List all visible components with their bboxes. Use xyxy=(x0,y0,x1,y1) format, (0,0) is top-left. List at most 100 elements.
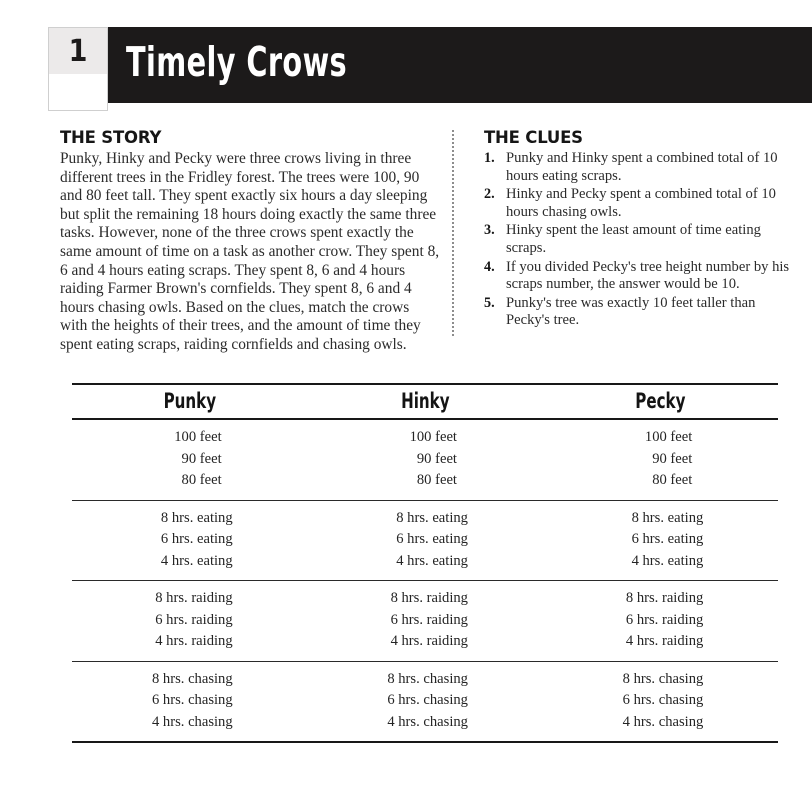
table-cell[interactable]: 8 hrs. raiding xyxy=(72,588,307,610)
table-cell-value: 6 hrs. chasing xyxy=(387,692,468,708)
table-column-header: Pecky xyxy=(543,385,778,418)
table-cell[interactable]: 6 hrs. chasing xyxy=(543,690,778,712)
table-cell[interactable]: 6 hrs. chasing xyxy=(307,690,542,712)
table-cell[interactable]: 8 hrs. raiding xyxy=(307,588,542,610)
table-rule-group-separator xyxy=(72,660,778,662)
clue-item: 1. Punky and Hinky spent a combined total… xyxy=(484,150,794,185)
clue-text: If you divided Pecky's tree height numbe… xyxy=(506,258,790,293)
clue-item: 2. Hinky and Pecky spent a combined total… xyxy=(484,186,794,221)
table-header-row: Punky Hinky Pecky xyxy=(72,385,778,418)
table-cell[interactable]: 8 hrs. chasing xyxy=(72,669,307,691)
table-cell[interactable]: 80 feet xyxy=(307,470,542,492)
table-cell[interactable]: 6 hrs. raiding xyxy=(72,610,307,632)
table-cell-value: 6 hrs. chasing xyxy=(151,692,233,708)
table-cell[interactable]: 6 hrs. raiding xyxy=(543,610,778,632)
column-header-label: Punky xyxy=(163,389,216,413)
column-divider xyxy=(452,130,454,336)
table-cell-value: 4 hrs. chasing xyxy=(151,713,233,730)
table-cell[interactable]: 90 feet xyxy=(307,449,542,471)
table-cell-value: 100 feet xyxy=(174,429,222,445)
table-cell[interactable]: 100 feet xyxy=(307,427,542,449)
table-cell[interactable]: 100 feet xyxy=(72,427,307,449)
clues-section: THE CLUES 1. Punky and Hinky spent a comb… xyxy=(484,128,794,331)
table-cell-value: 4 hrs. chasing xyxy=(622,713,704,730)
table-cell[interactable]: 6 hrs. chasing xyxy=(72,690,307,712)
table-cell-value: 90 feet xyxy=(652,450,693,467)
table-rule-top xyxy=(72,383,778,385)
table-group-eating: 8 hrs. eating 8 hrs. eating 8 hrs. eating 6… xyxy=(72,501,778,581)
table-cell[interactable]: 90 feet xyxy=(72,449,307,471)
table-cell-value: 6 hrs. eating xyxy=(396,531,468,547)
table-cell-value: 4 hrs. eating xyxy=(631,552,704,569)
table-cell[interactable]: 4 hrs. chasing xyxy=(543,712,778,734)
table-cell[interactable]: 4 hrs. eating xyxy=(72,551,307,573)
table-cell[interactable]: 8 hrs. eating xyxy=(307,508,542,530)
table-group-heights: 100 feet 100 feet 100 feet 90 feet 90 feet 90… xyxy=(72,420,778,500)
table-rule-under-header xyxy=(72,418,778,420)
table-row: 4 hrs. raiding 4 hrs. raiding 4 hrs. raidi… xyxy=(72,631,778,653)
table-cell-value: 8 hrs. chasing xyxy=(622,670,704,687)
puzzle-header-banner: Timely Crows xyxy=(108,27,812,103)
table-cell-value: 8 hrs. chasing xyxy=(387,670,468,687)
clue-item: 3. Hinky spent the least amount of time e… xyxy=(484,222,794,257)
table-cell[interactable]: 100 feet xyxy=(543,427,778,449)
answer-grid: Punky Hinky Pecky 100 feet 100 feet 100 feet… xyxy=(72,383,778,743)
table-cell-value: 6 hrs. chasing xyxy=(622,692,704,708)
table-cell-value: 6 hrs. raiding xyxy=(625,611,704,628)
table-cell[interactable]: 4 hrs. raiding xyxy=(543,631,778,653)
table-row: 90 feet 90 feet 90 feet xyxy=(72,449,778,471)
table-cell[interactable]: 6 hrs. raiding xyxy=(307,610,542,632)
table-cell[interactable]: 8 hrs. chasing xyxy=(543,669,778,691)
table-cell[interactable]: 4 hrs. eating xyxy=(307,551,542,573)
table-row: 4 hrs. chasing 4 hrs. chasing 4 hrs. chasi… xyxy=(72,712,778,734)
table-cell-value: 8 hrs. raiding xyxy=(155,590,233,606)
table-cell-value: 80 feet xyxy=(416,472,457,488)
table-cell-value: 4 hrs. raiding xyxy=(390,633,468,649)
table-body: 100 feet 100 feet 100 feet 90 feet 90 feet 90… xyxy=(72,420,778,741)
puzzle-number: 1 xyxy=(68,34,88,69)
table-cell[interactable]: 8 hrs. eating xyxy=(543,508,778,530)
table-cell[interactable]: 4 hrs. eating xyxy=(543,551,778,573)
story-text: Punky, Hinky and Pecky were three crows … xyxy=(60,150,440,353)
column-header-label: Pecky xyxy=(635,389,686,413)
clue-number: 1. xyxy=(484,150,495,166)
table-cell[interactable]: 80 feet xyxy=(543,470,778,492)
story-section: THE STORY Punky, Hinky and Pecky were th… xyxy=(60,128,440,355)
clue-item: 4. If you divided Pecky's tree height num… xyxy=(484,259,794,294)
table-cell[interactable]: 8 hrs. raiding xyxy=(543,588,778,610)
clue-number: 2. xyxy=(484,186,495,203)
table-cell-value: 8 hrs. chasing xyxy=(151,670,233,687)
page-title: Timely Crows xyxy=(126,38,409,88)
table-cell[interactable]: 6 hrs. eating xyxy=(307,529,542,551)
table-cell[interactable]: 8 hrs. chasing xyxy=(307,669,542,691)
table-cell-value: 6 hrs. raiding xyxy=(155,611,233,628)
clue-text: Punky's tree was exactly 10 feet taller … xyxy=(506,294,756,329)
table-cell[interactable]: 90 feet xyxy=(543,449,778,471)
table-cell[interactable]: 4 hrs. raiding xyxy=(72,631,307,653)
clue-text: Hinky and Pecky spent a combined total o… xyxy=(506,186,776,220)
table-cell-value: 4 hrs. raiding xyxy=(625,633,704,649)
story-heading: THE STORY xyxy=(60,128,162,147)
table-cell-value: 90 feet xyxy=(181,450,222,467)
table-cell[interactable]: 6 hrs. eating xyxy=(543,529,778,551)
table-cell[interactable]: 8 hrs. eating xyxy=(72,508,307,530)
table-cell[interactable]: 4 hrs. chasing xyxy=(307,712,542,734)
table-row: 6 hrs. raiding 6 hrs. raiding 6 hrs. raidi… xyxy=(72,610,778,632)
table-row: 4 hrs. eating 4 hrs. eating 4 hrs. eating xyxy=(72,551,778,573)
clue-item: 5. Punky's tree was exactly 10 feet talle… xyxy=(484,295,794,330)
clue-number: 5. xyxy=(484,294,495,311)
table-column-header: Hinky xyxy=(307,385,542,418)
table-cell[interactable]: 80 feet xyxy=(72,470,307,492)
table-cell-value: 4 hrs. eating xyxy=(160,552,233,569)
table-cell-value: 8 hrs. raiding xyxy=(390,590,468,606)
table-cell[interactable]: 4 hrs. chasing xyxy=(72,712,307,734)
table-row: 6 hrs. chasing 6 hrs. chasing 6 hrs. chasi… xyxy=(72,690,778,712)
table-row: 6 hrs. eating 6 hrs. eating 6 hrs. eating xyxy=(72,529,778,551)
table-cell[interactable]: 4 hrs. raiding xyxy=(307,631,542,653)
table-cell[interactable]: 6 hrs. eating xyxy=(72,529,307,551)
table-cell-value: 6 hrs. eating xyxy=(631,531,704,547)
puzzle-number-shade xyxy=(49,28,107,74)
table-rule-group-separator xyxy=(72,580,778,581)
table-cell-value: 4 hrs. eating xyxy=(396,552,468,569)
clue-text: Hinky spent the least amount of time eat… xyxy=(506,222,761,256)
